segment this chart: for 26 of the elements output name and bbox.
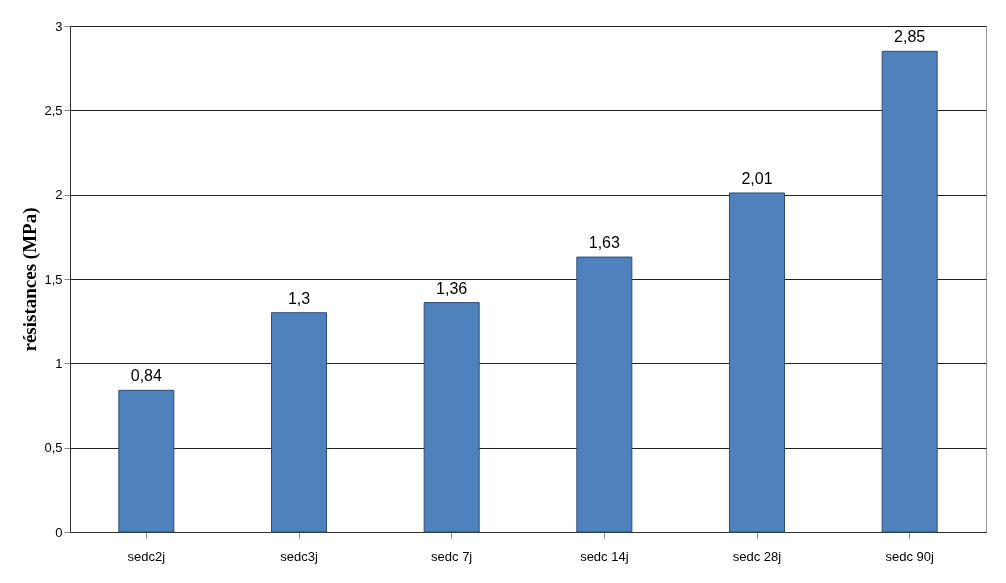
bar	[729, 192, 785, 533]
data-label: 2,01	[741, 169, 773, 187]
y-tick-label: 2,5	[44, 102, 63, 118]
x-tick-label: sedc 28j	[732, 548, 782, 564]
x-tick-label: sedc3j	[280, 548, 318, 564]
data-label: 1,36	[436, 279, 468, 297]
data-label: 2,85	[894, 28, 926, 46]
y-tick-label: 2	[55, 187, 63, 203]
bar	[881, 50, 938, 533]
y-axis-title: résistances (MPa)	[19, 207, 42, 352]
bar	[576, 256, 633, 533]
data-label: 0,84	[130, 367, 163, 385]
data-label: 1,3	[287, 289, 311, 307]
bar	[423, 302, 480, 533]
bar	[271, 312, 327, 533]
y-tick-label: 0,5	[44, 440, 63, 456]
data-label: 1,63	[588, 234, 621, 252]
x-tick-label: sedc 14j	[580, 548, 629, 564]
bar	[118, 389, 175, 533]
x-tick-label: sedc2j	[127, 548, 166, 564]
x-tick-label: sedc 90j	[885, 548, 934, 564]
y-tick-label: 3	[55, 18, 63, 34]
y-tick-label: 0	[55, 524, 63, 540]
x-tick-label: sedc 7j	[431, 548, 473, 564]
y-tick-label: 1	[55, 355, 63, 371]
y-tick-label: 1,5	[44, 271, 63, 287]
